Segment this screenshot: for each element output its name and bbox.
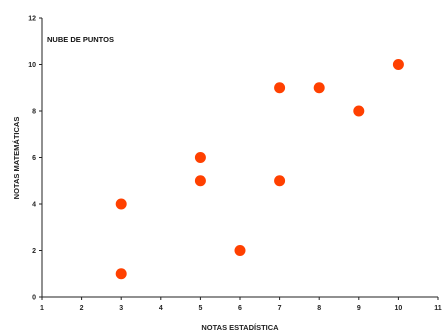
x-axis-title: NOTAS ESTADÍSTICA bbox=[201, 323, 279, 331]
x-tick-label: 8 bbox=[317, 305, 321, 312]
data-point bbox=[234, 245, 246, 256]
x-tick-label: 9 bbox=[357, 305, 361, 312]
data-point bbox=[274, 82, 286, 94]
data-points bbox=[115, 59, 404, 280]
y-tick-label: 10 bbox=[28, 62, 36, 69]
y-tick-label: 12 bbox=[28, 16, 36, 23]
data-point bbox=[353, 105, 365, 117]
data-point bbox=[115, 268, 127, 280]
y-tick-label: 2 bbox=[32, 248, 36, 255]
x-tick-label: 11 bbox=[434, 305, 442, 312]
data-point bbox=[194, 175, 206, 187]
x-tick-label: 10 bbox=[395, 305, 403, 312]
data-point bbox=[115, 198, 127, 210]
x-axis-ticks: 1 2 3 4 5 6 7 8 9 10 11 bbox=[40, 297, 442, 312]
data-point bbox=[194, 152, 206, 163]
y-axis-title: NOTAS MATEMÁTICAS bbox=[12, 117, 21, 200]
data-point bbox=[313, 82, 325, 94]
y-tick-label: 0 bbox=[32, 295, 36, 302]
x-tick-label: 7 bbox=[278, 305, 282, 312]
x-tick-label: 1 bbox=[40, 305, 44, 312]
data-point bbox=[392, 59, 404, 70]
y-tick-label: 4 bbox=[32, 202, 36, 209]
x-tick-label: 5 bbox=[198, 305, 202, 312]
chart-title: NUBE DE PUNTOS bbox=[47, 35, 114, 44]
y-tick-label: 6 bbox=[32, 155, 36, 162]
x-tick-label: 2 bbox=[80, 305, 84, 312]
x-tick-label: 4 bbox=[159, 305, 163, 312]
y-axis-ticks: 0 2 4 6 8 10 12 bbox=[28, 16, 42, 302]
data-point bbox=[274, 175, 286, 187]
x-tick-label: 6 bbox=[238, 305, 242, 312]
x-tick-label: 3 bbox=[119, 305, 123, 312]
y-tick-label: 8 bbox=[32, 109, 36, 116]
